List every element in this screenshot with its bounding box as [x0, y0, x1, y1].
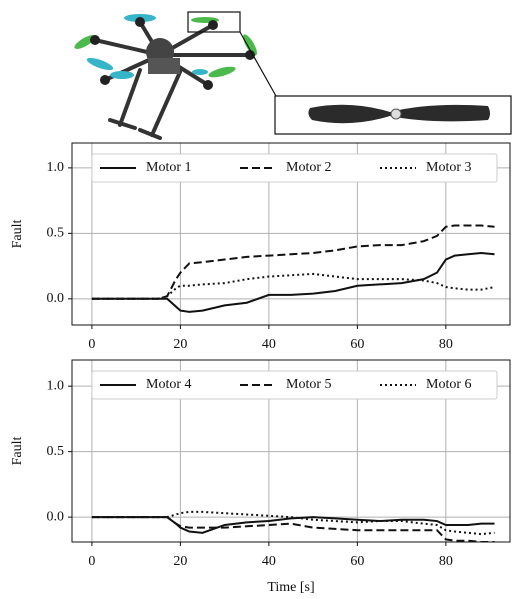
y-axis-label: Fault — [10, 220, 25, 249]
y-tick-label: 1.0 — [47, 160, 65, 175]
x-tick-label: 80 — [439, 337, 453, 352]
data-line — [92, 253, 495, 312]
drone-illustration — [73, 12, 511, 138]
legend-label: Motor 2 — [286, 160, 332, 175]
x-tick-label: 40 — [262, 554, 276, 569]
x-tick-label: 20 — [173, 337, 187, 352]
y-tick-label: 0.5 — [47, 226, 65, 241]
x-tick-label: 80 — [439, 554, 453, 569]
data-line — [92, 225, 495, 298]
figure: 0 20 40 60 80 0.0 0.5 1.0 Motor 1 Motor 2 Motor 3 F… — [0, 0, 512, 599]
y-axis-label: Fault — [10, 437, 25, 466]
legend-label: Motor 4 — [146, 377, 192, 392]
y-tick-label: 0.0 — [47, 509, 65, 524]
x-tick-label: 0 — [88, 337, 95, 352]
x-tick-label: 0 — [88, 554, 95, 569]
legend-label: Motor 3 — [426, 160, 472, 175]
x-tick-label: 40 — [262, 337, 276, 352]
legend-label: Motor 1 — [146, 160, 192, 175]
x-axis-label: Time [s] — [267, 580, 314, 595]
data-line — [92, 512, 495, 534]
x-tick-label: 60 — [350, 337, 364, 352]
y-tick-label: 1.0 — [47, 378, 65, 393]
x-tick-label: 60 — [350, 554, 364, 569]
y-tick-label: 0.5 — [47, 444, 65, 459]
x-tick-label: 20 — [173, 554, 187, 569]
y-tick-label: 0.0 — [47, 291, 65, 306]
legend-label: Motor 6 — [426, 377, 472, 392]
legend-label: Motor 5 — [286, 377, 332, 392]
